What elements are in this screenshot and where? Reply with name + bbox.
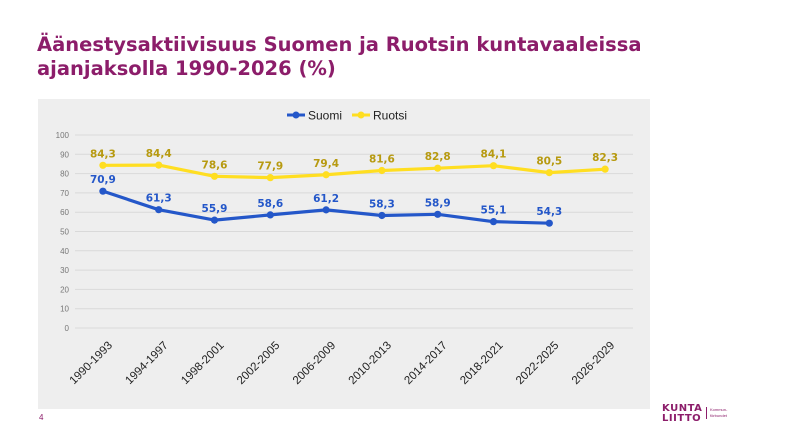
logo-sub-line-1: Kommun- (710, 407, 728, 412)
x-tick-label: 2018-2021 (458, 340, 505, 387)
data-label-ruotsi: 82,8 (425, 151, 451, 163)
data-label-ruotsi: 84,1 (481, 149, 507, 161)
data-label-suomi: 61,2 (313, 193, 339, 205)
page-number: 4 (39, 413, 44, 422)
x-tick-label: 2014-2017 (402, 340, 449, 387)
data-label-suomi: 58,6 (257, 198, 283, 210)
y-tick-label: 40 (60, 247, 69, 256)
data-point-ruotsi (378, 166, 386, 175)
turnout-line-chart: 0 10 20 30 40 50 60 70 80 90 100 1990-1993 1994-199… (56, 109, 633, 387)
x-tick-label: 2010-2013 (347, 340, 394, 387)
title-line-1: Äänestysaktiivisuus Suomen ja Ruotsin ku… (37, 33, 642, 56)
data-label-suomi: 61,3 (146, 193, 172, 205)
legend-marker-ruotsi (357, 111, 365, 119)
data-point-suomi (322, 206, 330, 214)
data-point-ruotsi (601, 165, 609, 173)
gridlines (75, 134, 633, 329)
x-tick-label: 2002-2005 (235, 340, 282, 387)
chart-panel (38, 99, 650, 409)
x-tick-label: 2006-2009 (291, 340, 338, 387)
y-tick-label: 20 (60, 285, 69, 294)
data-label-ruotsi: 84,3 (90, 148, 116, 160)
data-label-ruotsi: 77,9 (257, 161, 283, 173)
data-label-suomi: 55,1 (481, 205, 507, 217)
legend-label-ruotsi: Ruotsi (373, 109, 407, 123)
series-lines (99, 161, 609, 227)
y-tick-label: 70 (60, 189, 69, 198)
data-label-ruotsi: 79,4 (313, 158, 339, 170)
data-point-ruotsi (545, 169, 553, 177)
legend-marker-suomi (292, 111, 300, 119)
data-point-ruotsi (155, 161, 163, 169)
logo-word-line-2: LIITTO (662, 413, 702, 424)
data-label-suomi: 70,9 (90, 174, 116, 186)
data-label-ruotsi: 80,5 (536, 156, 562, 168)
data-point-ruotsi (489, 162, 498, 170)
y-tick-label: 30 (60, 266, 69, 275)
y-tick-label: 60 (60, 208, 69, 217)
data-point-ruotsi (210, 172, 219, 180)
data-label-ruotsi: 82,3 (592, 152, 618, 164)
y-axis-ticks: 0 10 20 30 40 50 60 70 80 90 100 (56, 131, 70, 333)
x-axis-ticks: 1990-1993 1994-1997 1998-2001 2002-2005 2006… (68, 340, 618, 387)
data-point-suomi (378, 211, 386, 220)
y-tick-label: 80 (60, 170, 69, 179)
y-tick-label: 100 (56, 131, 70, 140)
x-tick-label: 1990-1993 (68, 340, 115, 387)
y-tick-label: 50 (60, 228, 69, 237)
logo-subtitle: Kommun- förbundet (706, 407, 750, 419)
data-point-ruotsi (99, 161, 107, 169)
data-point-suomi (489, 218, 498, 226)
data-label-ruotsi: 81,6 (369, 154, 395, 166)
y-tick-label: 0 (65, 324, 70, 333)
data-label-suomi: 58,3 (369, 198, 395, 210)
data-point-suomi (155, 206, 163, 214)
data-point-ruotsi (322, 171, 330, 179)
x-tick-label: 2022-2025 (514, 340, 561, 387)
slide-title: Äänestysaktiivisuus Suomen ja Ruotsin ku… (37, 33, 677, 81)
data-point-suomi (545, 219, 553, 227)
logo-sub-line-2: förbundet (710, 413, 727, 418)
data-label-suomi: 54,3 (536, 206, 562, 218)
data-point-ruotsi (266, 174, 274, 182)
legend-label-suomi: Suomi (308, 109, 342, 123)
data-label-ruotsi: 84,4 (146, 148, 172, 160)
x-tick-label: 2026-2029 (570, 340, 617, 387)
data-point-ruotsi (434, 164, 442, 172)
data-point-suomi (266, 211, 274, 219)
data-point-suomi (99, 187, 107, 195)
data-point-suomi (434, 210, 442, 218)
title-line-2: ajanjaksolla 1990-2026 (%) (37, 57, 336, 80)
data-label-ruotsi: 78,6 (202, 159, 228, 171)
data-label-suomi: 55,9 (202, 203, 228, 215)
data-point-suomi (210, 216, 219, 224)
legend: Suomi Ruotsi (287, 109, 407, 123)
data-label-suomi: 58,9 (425, 197, 451, 209)
data-labels: 84,3 84,4 78,6 77,9 79,4 81,6 82,8 84,1 80,5 82,3… (90, 148, 618, 218)
logo-wordmark: KUNTA LIITTO (662, 404, 704, 424)
x-tick-label: 1998-2001 (179, 340, 226, 387)
y-tick-label: 90 (60, 150, 69, 159)
x-tick-label: 1994-1997 (123, 340, 170, 387)
y-tick-label: 10 (60, 305, 69, 314)
series-line-ruotsi (102, 163, 606, 180)
logo-word-line-1: KUNTA (662, 403, 703, 414)
